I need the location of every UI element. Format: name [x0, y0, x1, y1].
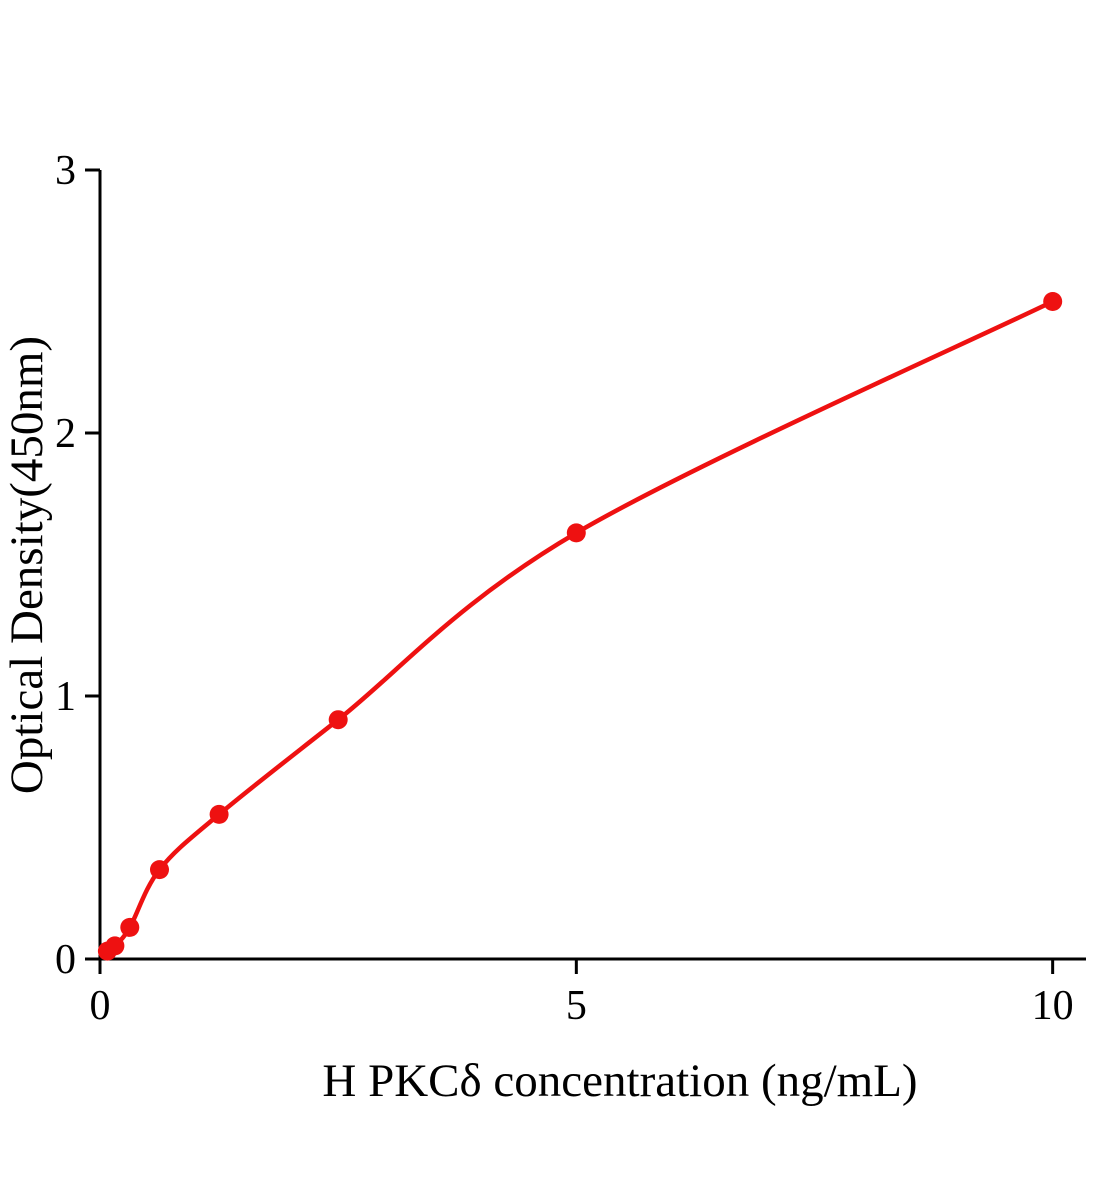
y-tick-label: 3: [55, 148, 76, 194]
data-point: [566, 523, 586, 543]
y-axis-ticks: 0 1 2 3: [55, 148, 100, 983]
data-point: [209, 804, 229, 824]
x-tick-label: 10: [1032, 983, 1074, 1029]
data-point: [150, 860, 169, 880]
y-tick-label: 1: [55, 674, 76, 720]
data-point: [1043, 292, 1063, 311]
data-point: [105, 936, 125, 956]
y-axis-label: Optical Density(450nm): [1, 336, 53, 794]
y-tick-label: 2: [55, 411, 76, 457]
y-tick-label: 0: [55, 937, 76, 983]
x-tick-label: 5: [566, 983, 587, 1029]
fit-curve: [105, 299, 1055, 954]
x-axis-ticks: 0 5 10: [90, 959, 1074, 1029]
data-point: [120, 917, 140, 937]
data-points: [97, 292, 1063, 961]
data-point: [328, 710, 348, 730]
x-axis-label: H PKCδ concentration (ng/mL): [322, 1055, 917, 1107]
x-tick-label: 0: [90, 983, 111, 1029]
x-axis: 0 5 10: [90, 957, 1086, 1029]
y-axis: 0 1 2 3: [55, 148, 102, 983]
